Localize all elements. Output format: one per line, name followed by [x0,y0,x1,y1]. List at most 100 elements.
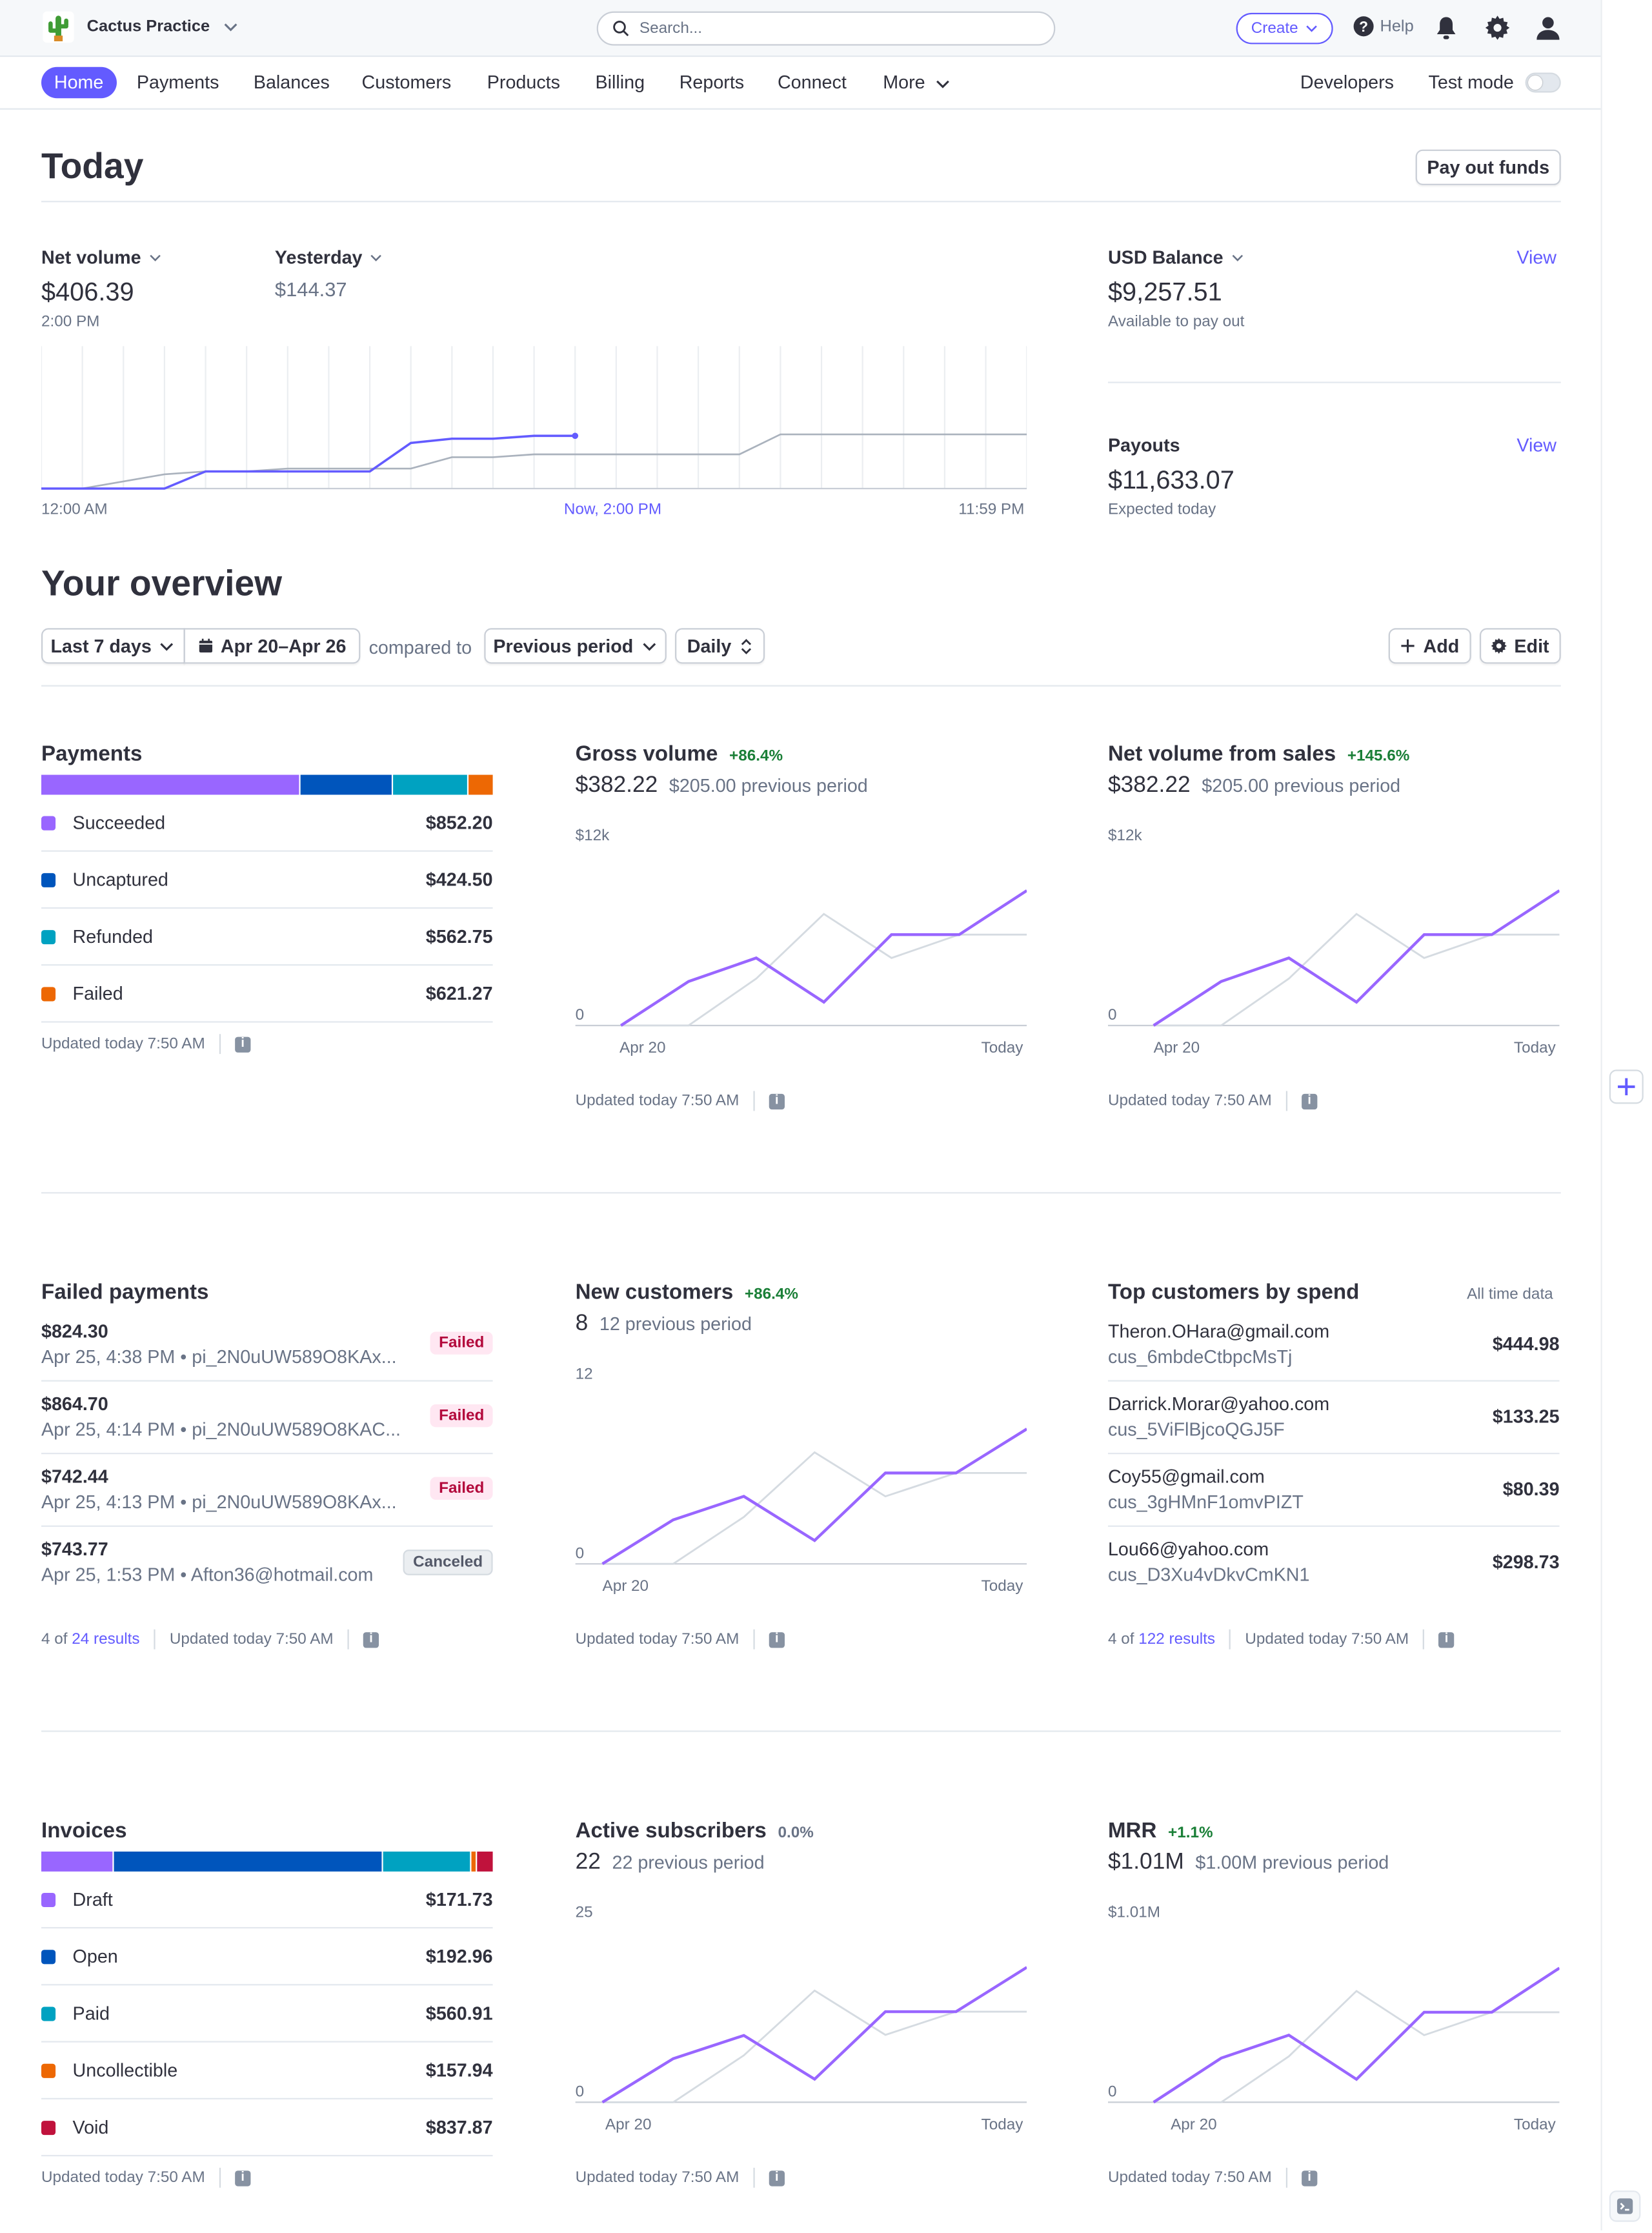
divider [41,685,1561,687]
nav-developers[interactable]: Developers [1300,71,1395,93]
net-volume-value: $406.39 [41,278,134,307]
account-switcher[interactable]: Cactus Practice [43,11,239,43]
customer-row[interactable]: Coy55@gmail.com cus_3gHMnF1omvPIZT $80.39 [1107,1454,1560,1527]
nav-home[interactable]: Home [41,66,117,99]
results-link[interactable]: 24 results [72,1630,140,1648]
nav-reports[interactable]: Reports [679,71,745,93]
help-button[interactable]: ? Help [1353,15,1414,37]
mrr-previous: $1.00M previous period [1195,1851,1389,1874]
updated-label: Updated today 7:50 AM [1107,2169,1272,2187]
invoices-footer: Updated today 7:50 AM [41,2167,251,2188]
gear-icon[interactable] [1485,15,1510,40]
test-mode-toggle[interactable] [1525,72,1561,93]
user-icon[interactable] [1536,15,1560,40]
pay-out-funds-button[interactable]: Pay out funds [1415,149,1561,185]
active-subscribers-values: 22 22 previous period [576,1850,765,1876]
today-title: Today [41,147,144,187]
info-icon[interactable] [235,2168,251,2186]
failed-payment-row[interactable]: $864.70 Apr 25, 4:14 PM • pi_2N0uUW589O8K… [41,1382,493,1455]
date-range-dropdown[interactable]: Last 7 days [41,628,185,664]
gear-icon [1491,638,1507,654]
top-customers-card-title[interactable]: Top customers by spend [1108,1280,1359,1305]
customer-row[interactable]: Darrick.Morar@yahoo.com cus_5ViFlBjcoQGJ5… [1107,1382,1560,1455]
info-icon[interactable] [769,2168,785,2186]
shell-button[interactable] [1609,2190,1641,2222]
net-volume-selector[interactable]: Net volume [41,247,163,268]
plus-icon [1618,1078,1635,1096]
nav-billing[interactable]: Billing [595,71,645,93]
test-mode-label: Test mode [1428,71,1514,93]
yesterday-selector[interactable]: Yesterday [275,247,384,268]
y-axis-top: $12k [1107,827,1142,845]
new-customers-title: New customers [575,1280,734,1305]
nav-balances[interactable]: Balances [253,71,330,93]
chart-end-label: 11:59 PM [958,501,1025,519]
net-volume-sales-card-title[interactable]: Net volume from sales +145.6% [1108,742,1409,767]
usd-balance-selector[interactable]: USD Balance [1108,247,1245,268]
gross-volume-change: +86.4% [729,747,783,765]
failed-payment-row[interactable]: $742.44 Apr 25, 4:13 PM • pi_2N0uUW589O8K… [41,1454,493,1527]
compare-dropdown[interactable]: Previous period [484,628,667,664]
nav-connect[interactable]: Connect [777,71,847,93]
info-icon[interactable] [1302,2168,1318,2186]
active-subscribers-card-title[interactable]: Active subscribers 0.0% [576,1819,814,1843]
payouts-sub: Expected today [1107,501,1216,519]
interval-dropdown[interactable]: Daily [675,628,765,664]
legend-label: Open [72,1945,118,1967]
customer-row[interactable]: Theron.OHara@gmail.com cus_6mbdeCtbpcMsTj… [1107,1309,1560,1382]
updated-label: Updated today 7:50 AM [1107,1092,1272,1110]
customer-spend: $444.98 [1492,1333,1560,1355]
active-subscribers-change: 0.0% [778,1824,814,1842]
new-customers-change: +86.4% [744,1286,798,1304]
legend-amount: $560.91 [425,2002,493,2025]
info-icon[interactable] [1302,1092,1318,1109]
failed-payment-row[interactable]: $824.30 Apr 25, 4:38 PM • pi_2N0uUW589O8K… [41,1309,493,1382]
customer-id: cus_6mbdeCtbpcMsTj [1107,1346,1293,1368]
new-customers-card-title[interactable]: New customers +86.4% [576,1280,798,1305]
customer-email: Darrick.Morar@yahoo.com [1107,1393,1330,1415]
bar-segment [471,1851,476,1872]
info-icon[interactable] [235,1035,251,1052]
results-link[interactable]: 122 results [1138,1630,1216,1648]
bell-icon[interactable] [1436,15,1457,40]
info-icon[interactable] [769,1630,785,1648]
bar-segment [383,1851,470,1872]
mrr-card-title[interactable]: MRR +1.1% [1108,1819,1213,1843]
payouts-view-link[interactable]: View [1516,434,1557,456]
invoices-title: Invoices [41,1819,127,1843]
yesterday-value: $144.37 [274,278,347,301]
nav-products[interactable]: Products [487,71,561,93]
failed-payments-card-title[interactable]: Failed payments [41,1280,208,1305]
nav-more[interactable]: More [870,67,951,99]
info-icon[interactable] [1438,1630,1455,1648]
create-label: Create [1251,19,1298,37]
current-period-line [601,1428,1027,1566]
nav-customers[interactable]: Customers [361,71,452,93]
legend-row: Uncollectible $157.94 [41,2043,493,2099]
x-axis-end: Today [1513,1040,1556,1057]
search-input[interactable]: Search... [596,11,1056,46]
nav-payments[interactable]: Payments [136,71,219,93]
invoices-card-title[interactable]: Invoices [41,1819,126,1843]
current-period-line [601,1966,1027,2104]
active-subscribers-title: Active subscribers [575,1819,767,1843]
legend-swatch [41,2119,56,2135]
x-axis-start: Apr 20 [620,1040,666,1057]
add-button[interactable]: Add [1388,628,1471,664]
add-widget-button[interactable] [1609,1069,1644,1104]
info-icon[interactable] [769,1092,785,1109]
date-picker[interactable]: Apr 20–Apr 26 [183,628,361,664]
x-axis-start: Apr 20 [1153,1040,1200,1057]
gross-volume-card-title[interactable]: Gross volume +86.4% [576,742,783,767]
balance-view-link[interactable]: View [1516,246,1557,268]
create-button[interactable]: Create [1236,12,1333,45]
edit-button[interactable]: Edit [1479,628,1561,664]
net-volume-sales-change: +145.6% [1347,747,1410,765]
customer-row[interactable]: Lou66@yahoo.com cus_D3Xu4vDkvCmKN1 $298.73 [1108,1527,1560,1600]
status-badge: Failed [430,1331,493,1355]
updated-label: Updated today 7:50 AM [575,1092,740,1110]
failed-payments-footer: 4 of 24 results Updated today 7:50 AM [41,1629,379,1650]
failed-payment-row[interactable]: $743.77 Apr 25, 1:53 PM • Afton36@hotmail… [41,1527,493,1600]
y-axis-zero: 0 [1107,1007,1117,1024]
info-icon[interactable] [363,1630,379,1648]
